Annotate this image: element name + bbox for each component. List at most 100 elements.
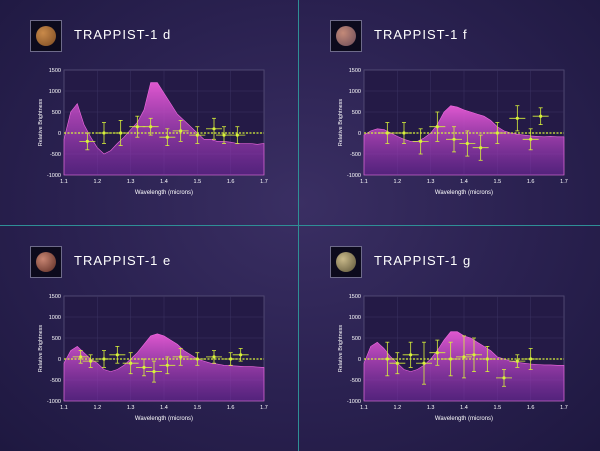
data-point <box>89 359 93 363</box>
x-tick-label: 1.3 <box>427 179 435 185</box>
data-point <box>235 133 239 137</box>
data-point <box>479 146 483 150</box>
x-tick-label: 1.7 <box>260 405 268 411</box>
y-tick-label: 1500 <box>349 294 361 300</box>
y-tick-label: -500 <box>350 378 361 384</box>
data-point <box>152 370 156 374</box>
data-point <box>149 125 153 129</box>
data-point <box>222 133 226 137</box>
x-tick-label: 1.5 <box>194 405 202 411</box>
data-point <box>515 116 519 120</box>
x-tick-label: 1.6 <box>527 179 535 185</box>
data-point <box>485 357 489 361</box>
planet-f-icon <box>336 26 356 46</box>
y-tick-label: 1500 <box>49 68 61 74</box>
data-point <box>212 127 216 131</box>
panel-trappist-1-d: TRAPPIST-1 d <box>0 0 300 225</box>
panel-title: TRAPPIST-1 g <box>374 253 472 268</box>
panel-trappist-1-g: TRAPPIST-1 g <box>300 226 600 451</box>
data-point <box>212 355 216 359</box>
data-point <box>529 137 533 141</box>
data-point <box>239 353 243 357</box>
data-point <box>452 137 456 141</box>
y-tick-label: 1500 <box>349 68 361 74</box>
x-tick-label: 1.2 <box>394 179 402 185</box>
data-point <box>449 357 453 361</box>
x-tick-label: 1.4 <box>460 179 468 185</box>
data-point <box>515 359 519 363</box>
y-axis-label: Relative Brightness <box>338 325 344 373</box>
data-point <box>79 355 83 359</box>
data-point <box>402 131 406 135</box>
model-spectrum-area <box>63 82 265 176</box>
x-axis-label: Wavelength (microns) <box>135 190 193 196</box>
data-point <box>395 361 399 365</box>
chart-1: 1.1 1.2 1.3 1.4 1.5 1.6 1.7 -1000 -500 0 500 1000 15… <box>38 68 268 196</box>
x-tick-label: 1.2 <box>394 405 402 411</box>
x-tick-label: 1.3 <box>127 179 135 185</box>
y-axis-label: Relative Brightness <box>38 99 44 147</box>
data-point <box>435 351 439 355</box>
data-point <box>165 135 169 139</box>
data-point <box>102 357 106 361</box>
data-point <box>465 141 469 146</box>
data-point <box>229 357 233 361</box>
panel-title: TRAPPIST-1 e <box>74 253 172 268</box>
data-point <box>85 139 89 143</box>
data-point <box>119 131 123 135</box>
y-tick-label: 0 <box>358 357 361 363</box>
x-tick-label: 1.7 <box>560 179 568 185</box>
y-tick-label: 0 <box>58 131 61 137</box>
x-axis-label: Wavelength (microns) <box>135 416 193 422</box>
data-point <box>539 114 543 118</box>
planet-g-icon <box>336 252 356 272</box>
data-point <box>419 139 423 143</box>
planet-thumbnail <box>330 246 362 278</box>
x-tick-label: 1.5 <box>194 179 202 185</box>
x-tick-label: 1.4 <box>160 179 168 185</box>
data-point <box>409 353 413 357</box>
y-tick-label: 1000 <box>49 315 61 321</box>
x-tick-label: 1.2 <box>94 405 102 411</box>
x-tick-label: 1.3 <box>127 405 135 411</box>
planet-d-icon <box>36 26 56 46</box>
y-axis-label: Relative Brightness <box>38 325 44 373</box>
data-point <box>195 133 199 137</box>
x-tick-label: 1.2 <box>94 179 102 185</box>
data-point <box>435 125 439 129</box>
planet-thumbnail <box>30 20 62 52</box>
y-tick-label: 0 <box>358 131 361 137</box>
data-point <box>529 357 533 361</box>
data-point <box>502 376 506 380</box>
y-tick-label: 1000 <box>349 315 361 321</box>
y-tick-label: 1000 <box>49 89 61 95</box>
y-tick-label: 500 <box>52 110 61 116</box>
y-tick-label: 1000 <box>349 89 361 95</box>
y-tick-label: -1000 <box>47 399 61 405</box>
y-axis-label: Relative Brightness <box>338 99 344 147</box>
panel-trappist-1-e: TRAPPIST-1 e <box>0 226 300 451</box>
chart-2: 1.1 1.2 1.3 1.4 1.5 1.6 1.7 -1000 -500 0 500 1000 15… <box>338 68 568 196</box>
x-tick-label: 1.1 <box>360 179 368 185</box>
data-point <box>495 131 499 135</box>
y-tick-label: -500 <box>350 152 361 158</box>
data-point <box>462 355 466 359</box>
data-point <box>179 129 183 133</box>
data-point <box>165 363 169 367</box>
y-tick-label: -1000 <box>47 173 61 179</box>
y-tick-label: 0 <box>58 357 61 363</box>
x-tick-label: 1.7 <box>560 405 568 411</box>
chart-3: 1.1 1.2 1.3 1.4 1.5 1.6 1.7 -1000 -500 0 500 1000 15… <box>38 294 268 422</box>
data-point <box>115 353 119 357</box>
x-tick-label: 1.6 <box>227 179 235 185</box>
x-tick-label: 1.1 <box>360 405 368 411</box>
data-point <box>385 357 389 361</box>
x-tick-label: 1.7 <box>260 179 268 185</box>
data-point <box>102 131 106 135</box>
planet-thumbnail <box>30 246 62 278</box>
x-tick-label: 1.1 <box>60 405 68 411</box>
x-tick-label: 1.3 <box>427 405 435 411</box>
panel-title: TRAPPIST-1 d <box>74 27 172 42</box>
x-tick-label: 1.6 <box>527 405 535 411</box>
